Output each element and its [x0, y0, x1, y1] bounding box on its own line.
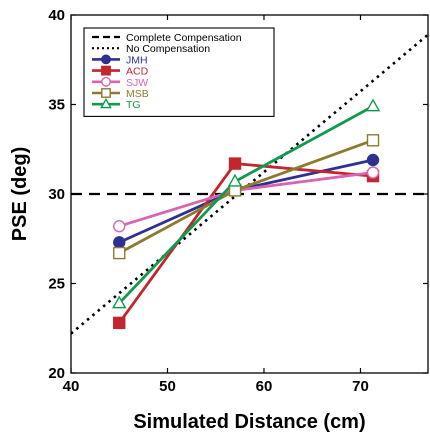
data-point — [113, 220, 126, 233]
legend-swatch-marker — [101, 65, 111, 76]
plot-area — [71, 33, 428, 335]
data-point — [227, 173, 243, 187]
legend-swatch-marker — [101, 76, 111, 87]
legend-label: MSB — [126, 88, 149, 100]
legend-label: TG — [126, 99, 141, 111]
y-tick-label: 30 — [48, 186, 65, 203]
y-tick-label: 20 — [48, 365, 65, 382]
series-tg — [118, 105, 374, 305]
legend-box — [83, 27, 275, 117]
legend-swatch-marker — [100, 97, 112, 109]
legend-label: Complete Compensation — [126, 32, 242, 44]
x-tick-label: 40 — [63, 378, 80, 395]
data-point — [366, 166, 380, 179]
legend-swatch-marker — [101, 88, 111, 98]
legend-swatch-marker — [101, 54, 111, 65]
y-tick-label: 40 — [48, 7, 65, 24]
data-point — [113, 246, 126, 260]
x-axis-title: Simulated Distance (cm) — [133, 411, 365, 433]
data-point — [113, 316, 126, 330]
y-axis-title: PSE (deg) — [9, 147, 31, 241]
legend-label: ACD — [126, 66, 149, 78]
data-point — [111, 295, 127, 309]
data-point — [113, 236, 126, 249]
y-tick-label: 25 — [48, 276, 65, 293]
x-tick-label: 60 — [256, 378, 273, 395]
data-point — [365, 98, 381, 112]
y-tick-label: 35 — [48, 97, 65, 114]
x-tick-label: 50 — [159, 378, 176, 395]
x-tick-label: 70 — [352, 378, 369, 395]
legend-label: JMH — [126, 54, 148, 66]
series-sjw — [118, 171, 374, 228]
series-markers-acd — [113, 157, 380, 330]
axes: 40 50 60 70 20 25 30 35 40 — [48, 7, 429, 395]
series-line — [118, 105, 374, 305]
series-msb — [118, 138, 374, 255]
data-point — [366, 134, 380, 147]
plot-content — [71, 33, 428, 335]
series-line — [118, 138, 374, 255]
legend-label: SJW — [126, 77, 148, 89]
series-line — [118, 171, 374, 228]
data-point — [228, 157, 242, 170]
legend-label: No Compensation — [126, 43, 210, 55]
data-point — [366, 153, 380, 167]
series-markers-tg — [111, 98, 381, 309]
